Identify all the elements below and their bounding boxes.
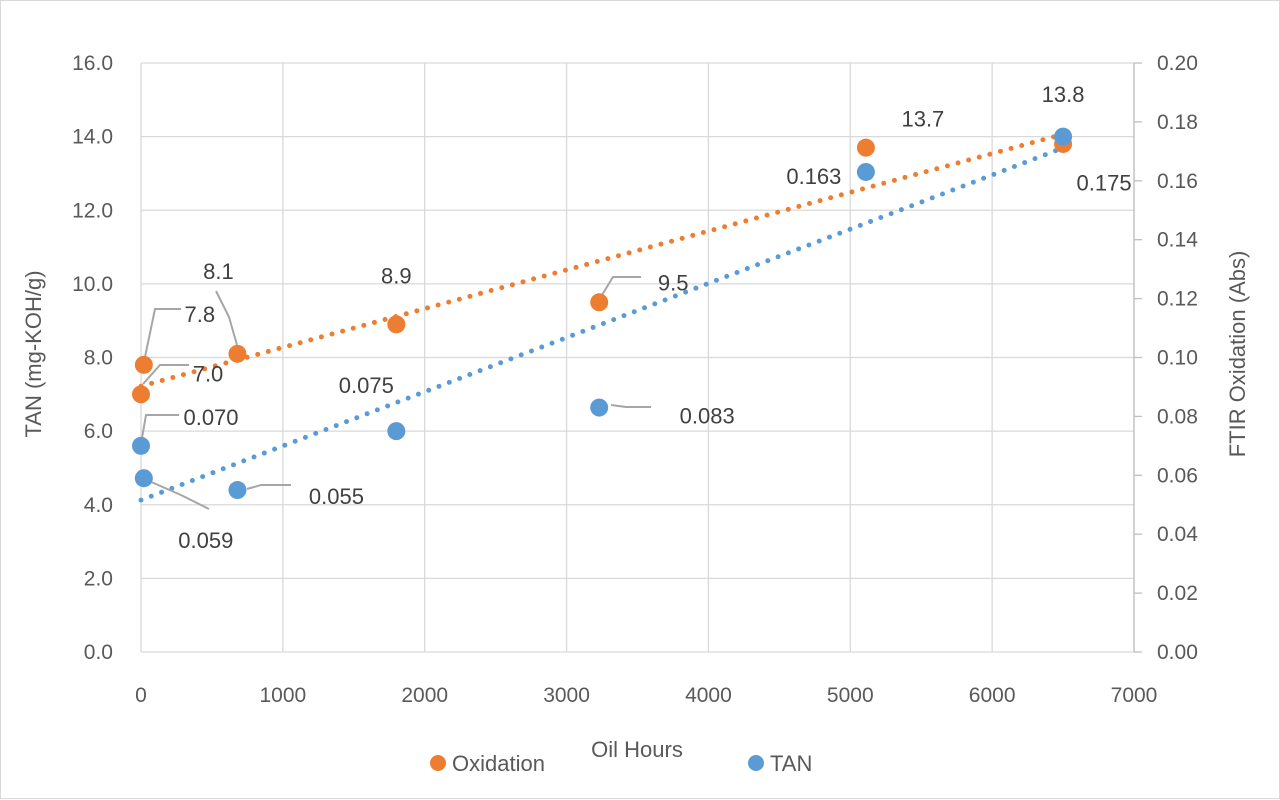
leader-line: [215, 290, 238, 346]
x-tick-label: 5000: [827, 684, 874, 707]
y-tick-right-label: 0.10: [1157, 347, 1198, 370]
y-tick-right-label: 0.06: [1157, 464, 1198, 487]
leader-line: [144, 308, 181, 358]
point-oxidation: [856, 138, 875, 157]
trendlines: [138, 131, 1066, 503]
x-tick-label: 4000: [685, 684, 732, 707]
leader-line: [141, 414, 179, 439]
data-label-tan: 0.059: [178, 528, 233, 553]
y-tick-right-label: 0.04: [1157, 523, 1198, 546]
data-label-oxidation: 13.7: [901, 107, 944, 132]
x-tick-label: 0: [135, 684, 147, 707]
y-tick-right-label: 0.18: [1157, 111, 1198, 134]
data-label-tan: 0.163: [786, 164, 841, 189]
y-tick-left-label: 2.0: [84, 567, 113, 590]
y-tick-right-label: 0.02: [1157, 582, 1198, 605]
y-tick-right-label: 0.12: [1157, 288, 1198, 311]
y-tick-left-label: 12.0: [72, 199, 113, 222]
y-tick-left-label: 14.0: [72, 126, 113, 149]
y-tick-right-label: 0.14: [1157, 229, 1198, 252]
leader-line: [610, 404, 651, 408]
x-tick-label: 1000: [259, 684, 306, 707]
grid: [140, 62, 1135, 653]
point-oxidation: [132, 385, 150, 404]
data-label-oxidation: 8.9: [381, 263, 412, 288]
point-tan: [590, 398, 609, 417]
y-tick-right-label: 0.08: [1157, 405, 1198, 428]
x-tick-label: 3000: [543, 684, 590, 707]
point-oxidation: [590, 293, 609, 312]
leader-line: [148, 480, 210, 510]
point-oxidation: [387, 315, 406, 334]
legend-item-tan[interactable]: TAN: [748, 751, 812, 776]
axes: 0.0 2.0 4.0 6.0 8.0 10.0 12.0 14.0 16.0 0.00 0.02 0…: [72, 52, 1198, 707]
y-axis-right-title: FTIR Oxidation (Abs): [1225, 251, 1250, 458]
y-tick-left-label: 8.0: [84, 347, 113, 370]
point-tan: [132, 436, 150, 455]
legend-item-oxidation[interactable]: Oxidation: [430, 751, 545, 776]
y-axis-left-title: TAN (mg-KOH/g): [21, 270, 46, 437]
data-label-tan: 0.175: [1077, 171, 1132, 196]
data-points: [132, 127, 1073, 500]
y-tick-left-label: 0.0: [84, 641, 113, 664]
x-axis-title: Oil Hours: [591, 737, 683, 762]
y-tick-left-label: 6.0: [84, 420, 113, 443]
trendline-oxidation: [138, 131, 1066, 389]
point-tan: [387, 422, 406, 441]
data-label-tan: 0.055: [309, 484, 364, 509]
leader-line: [142, 364, 189, 385]
legend-label-oxidation: Oxidation: [452, 751, 545, 776]
point-oxidation: [228, 344, 247, 363]
leader-line: [246, 484, 291, 490]
trendline-tan: [138, 145, 1066, 503]
data-label-oxidation: 7.8: [185, 302, 216, 327]
y-tick-right-label: 0.00: [1157, 641, 1198, 664]
data-label-tan: 0.075: [339, 373, 394, 398]
y-tick-right-label: 0.16: [1157, 170, 1198, 193]
data-label-oxidation: 13.8: [1042, 82, 1085, 107]
data-labels: 7.0 7.8 8.1 8.9 9.5 13.7 13.8 0.070 0.059 0.055 0.…: [178, 82, 1131, 553]
data-label-oxidation: 8.1: [203, 259, 234, 284]
y-tick-left-label: 4.0: [84, 494, 113, 517]
x-tick-label: 7000: [1111, 684, 1158, 707]
legend-marker-oxidation: [430, 755, 446, 771]
legend: Oxidation TAN: [430, 751, 812, 776]
point-oxidation: [134, 355, 153, 374]
point-tan: [228, 481, 247, 500]
point-tan: [1054, 127, 1073, 146]
data-label-tan: 0.070: [183, 405, 238, 430]
point-tan: [134, 469, 153, 488]
data-label-tan: 0.083: [680, 404, 735, 429]
x-tick-label: 6000: [969, 684, 1016, 707]
leader-lines: [141, 276, 651, 510]
y-tick-right-label: 0.20: [1157, 52, 1198, 75]
data-label-oxidation: 9.5: [658, 270, 689, 295]
data-label-oxidation: 7.0: [193, 361, 224, 386]
point-tan: [856, 162, 875, 181]
leader-line: [601, 276, 641, 296]
y-tick-left-label: 10.0: [72, 273, 113, 296]
x-tick-label: 2000: [401, 684, 448, 707]
y-tick-left-label: 16.0: [72, 52, 113, 75]
legend-label-tan: TAN: [770, 751, 812, 776]
legend-marker-tan: [748, 755, 764, 771]
